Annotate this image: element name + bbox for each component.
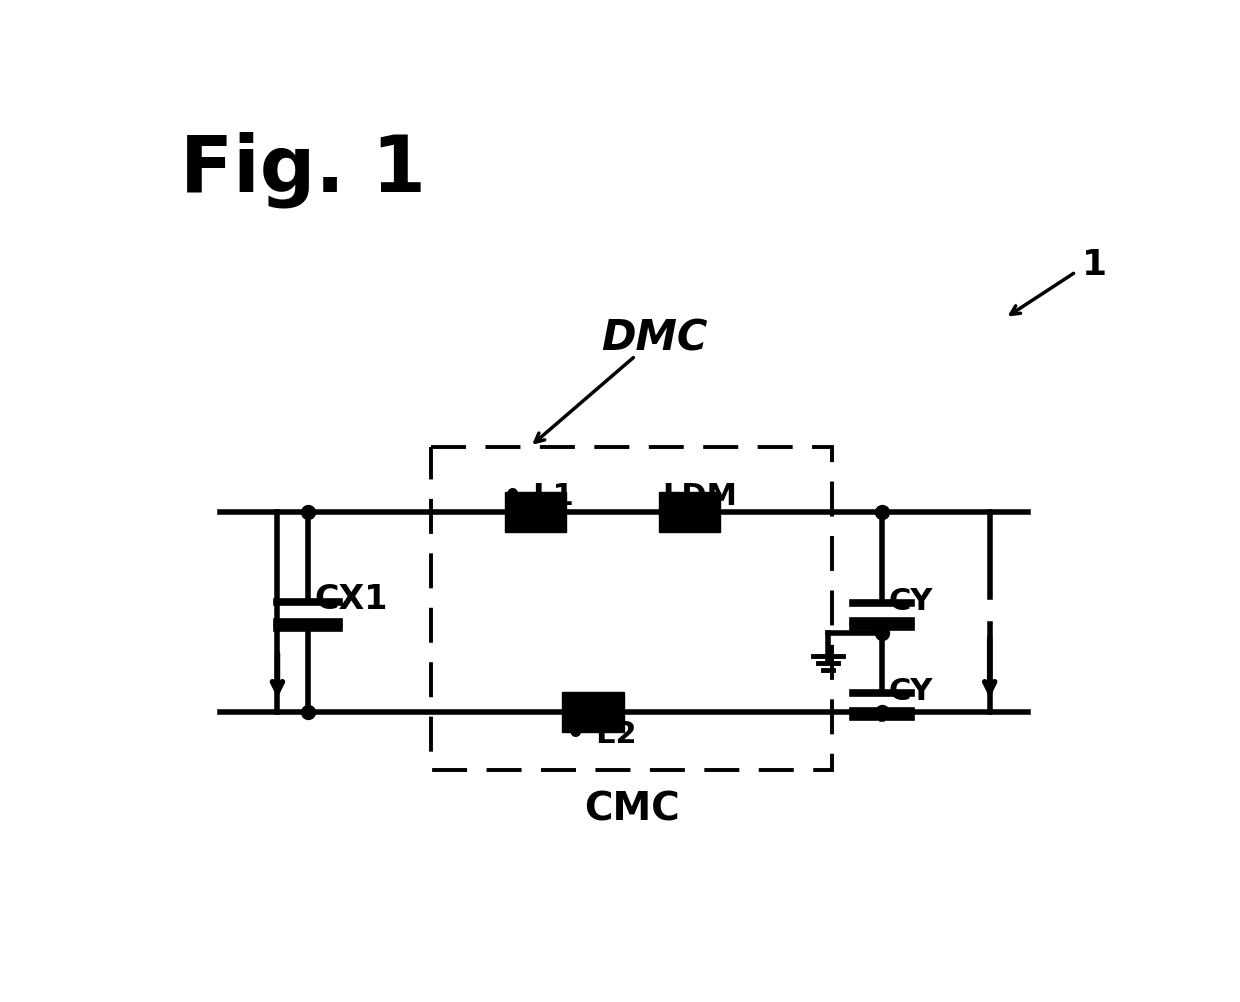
Bar xyxy=(505,493,567,532)
Text: LDM: LDM xyxy=(662,481,738,510)
Text: CY: CY xyxy=(888,586,932,615)
Text: • L1: • L1 xyxy=(503,481,574,510)
Text: CY: CY xyxy=(888,676,932,705)
Text: • L2: • L2 xyxy=(567,719,637,748)
Text: 1: 1 xyxy=(1083,247,1107,282)
Text: CX1: CX1 xyxy=(315,582,388,615)
Text: DMC: DMC xyxy=(601,317,708,359)
Text: Fig. 1: Fig. 1 xyxy=(180,132,425,208)
Bar xyxy=(563,692,624,732)
Text: CMC: CMC xyxy=(584,790,680,828)
Bar xyxy=(658,493,720,532)
